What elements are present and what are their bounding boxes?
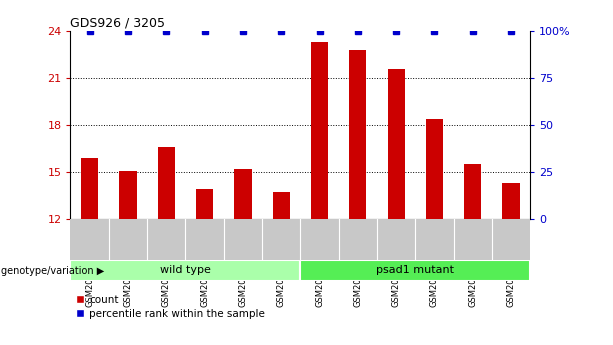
Text: psad1 mutant: psad1 mutant: [376, 266, 454, 275]
Bar: [387, 69, 405, 219]
Bar: [234, 169, 251, 219]
Bar: [120, 170, 137, 219]
Text: genotype/variation ▶: genotype/variation ▶: [1, 266, 104, 276]
Bar: [81, 158, 98, 219]
Bar: [158, 147, 175, 219]
Bar: [300, 260, 530, 281]
Text: wild type: wild type: [160, 266, 211, 275]
Text: GDS926 / 3205: GDS926 / 3205: [70, 17, 166, 30]
Bar: [273, 193, 290, 219]
Bar: [426, 119, 443, 219]
Bar: [70, 260, 300, 281]
Bar: [349, 50, 367, 219]
Bar: [503, 183, 520, 219]
Bar: [196, 189, 213, 219]
Bar: [311, 42, 328, 219]
Legend: count, percentile rank within the sample: count, percentile rank within the sample: [75, 295, 265, 319]
Bar: [464, 164, 481, 219]
